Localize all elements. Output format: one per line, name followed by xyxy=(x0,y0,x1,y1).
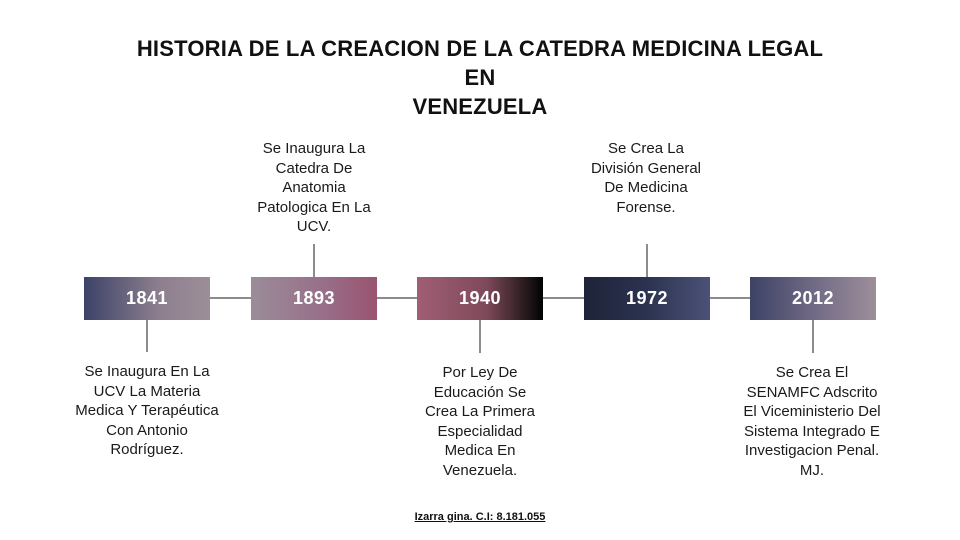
connector-1972 xyxy=(646,244,648,277)
event-note-1893: Se Inaugura La Catedra De Anatomia Patol… xyxy=(257,140,371,235)
year-box-1841: 1841 xyxy=(84,277,210,320)
title-line-3: VENEZUELA xyxy=(412,94,548,119)
event-note-1841: Se Inaugura En La UCV La Materia Medica … xyxy=(75,363,219,458)
title-line-2: EN xyxy=(464,65,496,90)
year-box-1940: 1940 xyxy=(417,277,543,320)
connector-1841 xyxy=(146,320,148,352)
year-box-1972: 1972 xyxy=(584,277,710,320)
event-note-1972: Se Crea La División General De Medicina … xyxy=(590,140,702,216)
event-note-1940: Por Ley De Educación Se Crea La Primera … xyxy=(424,364,536,479)
connector-1940 xyxy=(479,320,481,353)
author-credit: Izarra gina. C.I: 8.181.055 xyxy=(414,511,546,523)
year-box-1893: 1893 xyxy=(251,277,377,320)
year-box-2012: 2012 xyxy=(750,277,876,320)
connector-1893 xyxy=(313,244,315,277)
title-line-1: HISTORIA DE LA CREACION DE LA CATEDRA ME… xyxy=(136,36,824,61)
page-title: HISTORIA DE LA CREACION DE LA CATEDRA ME… xyxy=(60,34,900,121)
event-note-2012: Se Crea El SENAMFC Adscrito El Viceminis… xyxy=(743,364,881,479)
connector-2012 xyxy=(812,320,814,353)
